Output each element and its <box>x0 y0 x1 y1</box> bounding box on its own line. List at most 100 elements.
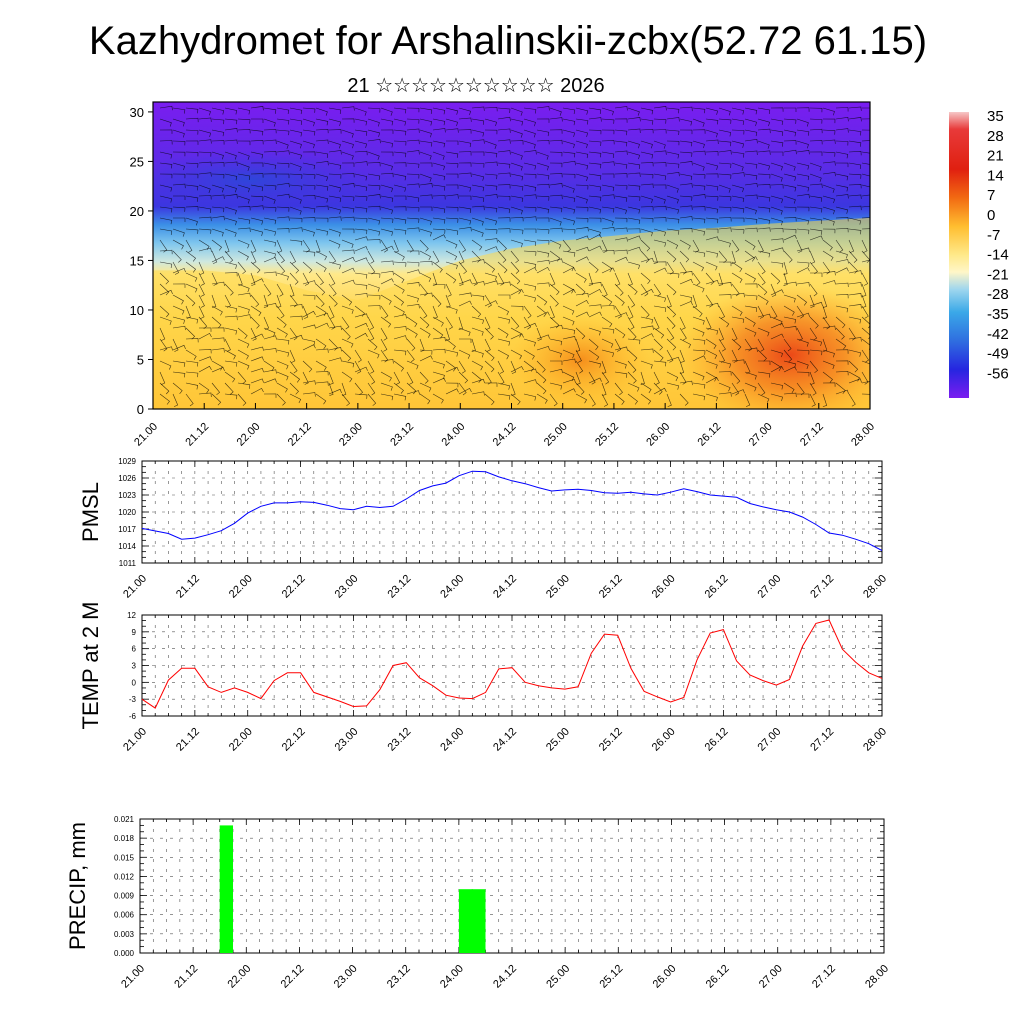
wind-barb <box>679 106 693 112</box>
wind-barb <box>432 234 446 241</box>
wind-barb <box>198 184 211 194</box>
wind-barb <box>302 272 310 286</box>
wind-barb <box>783 184 797 192</box>
wind-barb <box>588 349 600 361</box>
x-tick-label: 21.12 <box>172 963 200 991</box>
wind-barb <box>432 228 446 234</box>
wind-barb <box>809 162 822 171</box>
wind-barb <box>406 371 414 385</box>
wind-barb <box>536 129 550 137</box>
wind-barb <box>770 247 784 252</box>
wind-barb <box>250 368 264 373</box>
wind-barb <box>328 294 338 307</box>
wind-barb <box>796 150 810 155</box>
wind-barb <box>640 217 654 223</box>
wind-barb <box>445 239 458 249</box>
wind-barb <box>653 239 667 247</box>
x-tick-label: 27.12 <box>810 963 838 991</box>
wind-barb <box>731 359 745 364</box>
wind-barb <box>679 360 685 374</box>
wind-barb <box>328 107 342 114</box>
wind-barb <box>718 217 732 222</box>
wind-barb <box>458 107 471 116</box>
wind-barb <box>445 366 459 373</box>
wind-barb <box>211 151 224 160</box>
wind-barb <box>640 228 653 237</box>
wind-barb <box>224 128 238 133</box>
wind-barb <box>640 118 654 125</box>
wind-barb <box>354 257 368 263</box>
wind-barb <box>601 371 610 385</box>
wind-barb <box>692 194 706 199</box>
x-tick-label: 24.12 <box>491 726 519 754</box>
wind-barb <box>198 305 205 319</box>
colorbar-label: 0 <box>987 207 995 224</box>
wind-barb <box>185 140 199 145</box>
wind-barb <box>302 118 315 127</box>
x-tick-label: 26.12 <box>703 573 731 601</box>
wind-barb <box>341 239 354 249</box>
wind-barb <box>263 162 277 170</box>
wind-barb <box>588 117 602 122</box>
wind-barb <box>354 366 368 373</box>
wind-barb <box>536 371 547 384</box>
wind-barb <box>731 316 745 324</box>
x-tick-label: 21.00 <box>132 421 160 449</box>
wind-barb <box>354 140 367 148</box>
wind-barb <box>276 182 290 188</box>
wind-barb <box>679 183 693 188</box>
wind-barb <box>705 316 712 330</box>
wind-barb <box>380 382 393 391</box>
x-tick-label: 22.00 <box>227 573 255 601</box>
wind-barb <box>679 393 689 406</box>
wind-barb <box>653 305 667 313</box>
wind-barb <box>302 392 316 397</box>
wind-barb <box>848 228 862 235</box>
wind-barb <box>237 360 250 370</box>
wind-barb <box>653 294 666 302</box>
y-tick-label: 0.000 <box>114 949 135 958</box>
wind-barb <box>549 183 563 188</box>
wind-barb <box>302 228 315 237</box>
wind-barb <box>393 173 407 181</box>
wind-barb <box>705 107 718 115</box>
wind-barb <box>666 239 679 250</box>
wind-barb <box>276 216 290 221</box>
wind-barb <box>198 356 212 362</box>
wind-barb <box>263 151 277 156</box>
wind-barb <box>705 272 715 285</box>
wind-barb <box>315 381 329 386</box>
wind-barb <box>718 206 732 212</box>
wind-barb <box>575 256 589 263</box>
wind-barb <box>445 206 459 212</box>
wind-barb <box>705 360 718 369</box>
y-tick-label: 0.003 <box>114 930 135 939</box>
wind-barb <box>549 250 561 262</box>
wind-barb <box>562 217 575 226</box>
wind-barb <box>419 194 433 199</box>
x-tick-label: 21.12 <box>174 573 202 601</box>
wind-barb <box>237 239 250 249</box>
wind-barb <box>497 382 511 390</box>
wind-barb <box>796 360 809 370</box>
wind-barb <box>459 338 472 343</box>
wind-barb <box>445 294 451 308</box>
wind-barb <box>640 316 654 324</box>
wind-barb <box>861 380 870 384</box>
wind-barb <box>263 118 276 127</box>
y-tick-label: 0.009 <box>114 892 135 901</box>
wind-barb <box>550 360 563 365</box>
wind-barb <box>861 217 870 219</box>
wind-barb <box>172 283 186 288</box>
wind-barb <box>575 151 589 159</box>
wind-barb <box>523 140 536 149</box>
wind-barb <box>692 250 706 258</box>
x-tick-label: 23.00 <box>333 726 361 754</box>
wind-barb <box>328 228 341 237</box>
wind-barb <box>172 162 185 171</box>
wind-barb <box>588 288 602 296</box>
wind-barb <box>718 195 732 201</box>
wind-barb <box>861 283 867 297</box>
wind-barb <box>510 239 523 248</box>
wind-barb <box>367 349 380 359</box>
